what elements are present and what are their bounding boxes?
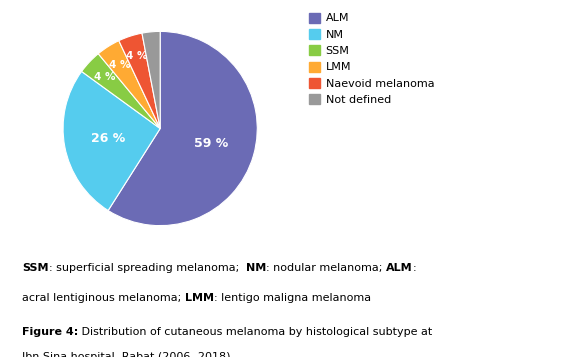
Wedge shape — [142, 31, 160, 129]
Text: : superficial spreading melanoma;: : superficial spreading melanoma; — [49, 263, 246, 273]
Text: LMM: LMM — [185, 293, 214, 303]
Text: Distribution of cutaneous melanoma by histological subtype at: Distribution of cutaneous melanoma by hi… — [78, 327, 433, 337]
Wedge shape — [98, 41, 160, 129]
Text: Ibn Sina hospital, Rabat (2006 -2018).: Ibn Sina hospital, Rabat (2006 -2018). — [22, 352, 234, 357]
Wedge shape — [119, 33, 160, 129]
Text: 26 %: 26 % — [90, 132, 125, 145]
Text: : lentigo maligna melanoma: : lentigo maligna melanoma — [214, 293, 371, 303]
Wedge shape — [108, 31, 257, 226]
Text: ALM: ALM — [386, 263, 413, 273]
Text: 4 %: 4 % — [126, 51, 147, 61]
Text: 59 %: 59 % — [194, 137, 229, 150]
Text: : nodular melanoma;: : nodular melanoma; — [266, 263, 386, 273]
Text: 4 %: 4 % — [94, 72, 116, 82]
Text: Figure 4:: Figure 4: — [22, 327, 78, 337]
Text: SSM: SSM — [22, 263, 49, 273]
Text: NM: NM — [246, 263, 266, 273]
Wedge shape — [63, 71, 160, 211]
Text: 4 %: 4 % — [109, 60, 130, 70]
Text: :: : — [413, 263, 416, 273]
Legend: ALM, NM, SSM, LMM, Naevoid melanoma, Not defined: ALM, NM, SSM, LMM, Naevoid melanoma, Not… — [309, 13, 434, 105]
Text: acral lentiginous melanoma;: acral lentiginous melanoma; — [22, 293, 185, 303]
Wedge shape — [81, 54, 160, 129]
